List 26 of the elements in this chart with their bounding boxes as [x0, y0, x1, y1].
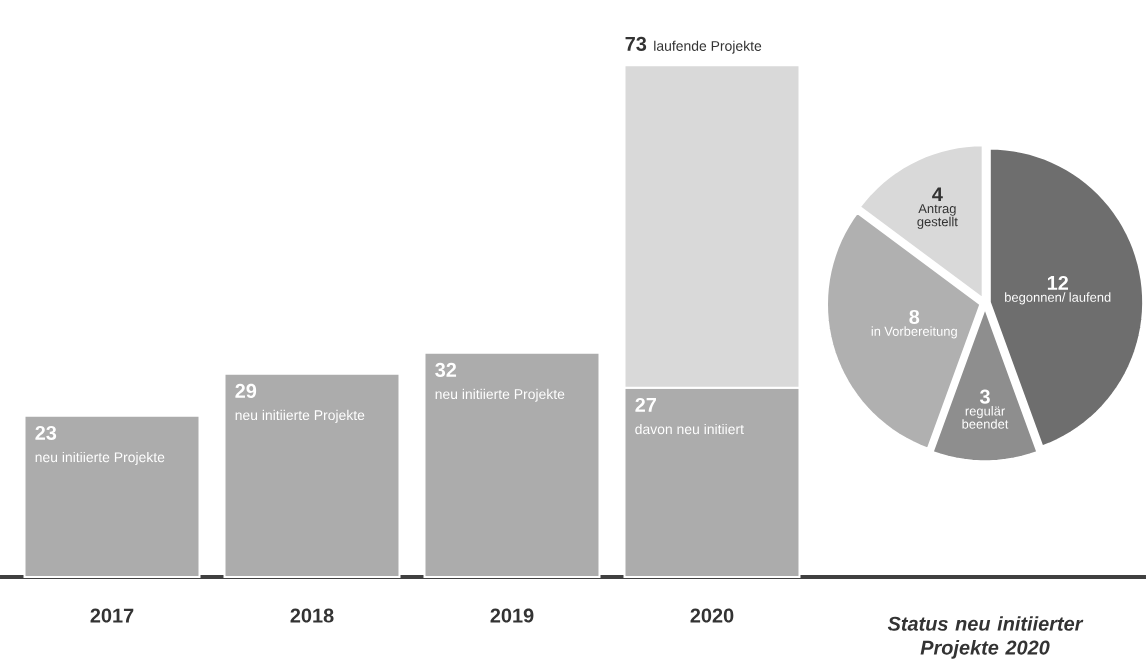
data-label: 4 [932, 187, 943, 202]
data-label: 8 [909, 309, 920, 324]
data-label: 12 [1047, 275, 1069, 290]
x-tick-label: 2020 [690, 608, 734, 623]
total-label: 73 [625, 36, 647, 51]
slice-label: begonnen/ laufend [1005, 292, 1111, 305]
annotation: neu initiierte Projekte [435, 388, 565, 402]
text: Status neu initiierter Projekte 2020 [887, 616, 1084, 659]
data-label: 29 [235, 383, 257, 398]
bar [223, 372, 401, 578]
x-tick-label: 2018 [290, 608, 334, 623]
annotation: neu initiierte Projekte [35, 451, 165, 465]
bar [423, 351, 601, 578]
annotation: davon neu initiiert [635, 423, 744, 435]
slice-label: regulär beendet [962, 406, 1009, 429]
bar [23, 414, 201, 578]
data-label: 27 [635, 397, 656, 412]
data-label: 23 [35, 425, 57, 441]
annotation: neu initiierte Projekte [235, 409, 365, 423]
x-tick-label: 2017 [90, 608, 134, 623]
slice-label: Antrag gestellt [917, 204, 958, 229]
annotation: laufende Projekte [654, 40, 762, 54]
x-tick-label: 2019 [490, 608, 534, 623]
slice-label: in Vorbereitung [871, 326, 957, 339]
data-label: 32 [435, 362, 457, 377]
data-label: 3 [979, 389, 990, 404]
